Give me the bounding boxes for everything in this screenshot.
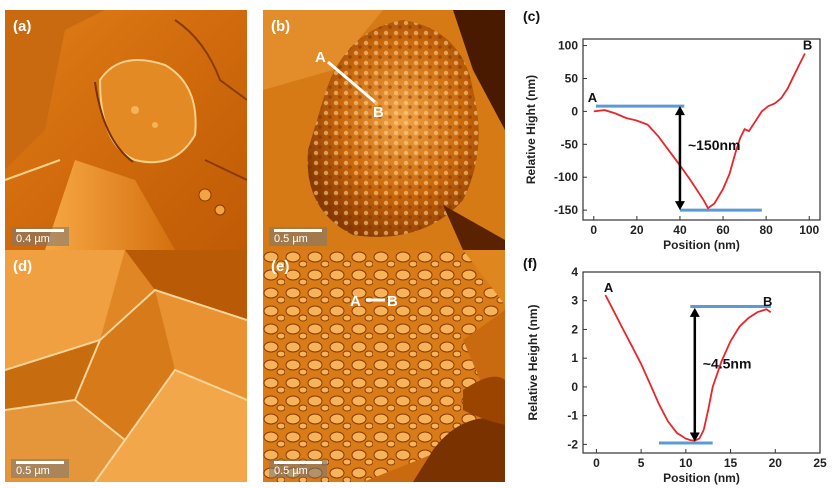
y-tick-label: 100 <box>558 39 578 53</box>
x-tick-label: 20 <box>630 223 644 237</box>
afm-image-a-texture <box>5 10 247 250</box>
y-tick-label: 0 <box>571 104 578 118</box>
chart-c-svg: (c) 0 20 40 60 80 100 100 50 0 -50 -100 -150 Position… <box>523 8 821 252</box>
y-tick-label: -150 <box>554 203 578 217</box>
y-tick-label: -2 <box>567 437 578 451</box>
y-tick-label: 4 <box>571 265 578 279</box>
chart-c: (c) 0 20 40 60 80 100 100 50 0 -50 -100 -150 Position… <box>515 5 835 252</box>
x-tick-label: 10 <box>679 456 693 470</box>
series-line <box>593 53 806 210</box>
arrow-head-bottom <box>689 432 700 442</box>
afm-image-b-texture: A B <box>263 10 505 250</box>
point-b-label: B <box>387 293 398 310</box>
point-b-label: B <box>373 104 384 121</box>
scale-bar-d: 0.5 µm <box>11 459 69 478</box>
y-axis-label: Relative Hight (nm) <box>524 75 538 184</box>
scale-bar-a: 0.4 µm <box>11 227 69 246</box>
scale-bar-b: 0.5 µm <box>269 227 327 246</box>
point-label: B <box>763 294 772 309</box>
panel-label-a: (a) <box>13 18 32 35</box>
y-axis-label: Relative Height (nm) <box>526 304 540 420</box>
chart-f: (f) 0 5 10 15 20 25 4 3 2 1 0 -1 -2 Position (nm) Relat… <box>515 252 835 488</box>
x-tick-label: 25 <box>813 456 827 470</box>
afm-image-a: (a) 0.4 µm <box>5 10 247 250</box>
scale-bar-b-text: 0.5 µm <box>274 233 308 245</box>
scale-bar-e-text: 0.5 µm <box>274 465 308 477</box>
scale-bar-line <box>274 461 322 464</box>
y-tick-label: -1 <box>567 409 578 423</box>
y-tick-label: 3 <box>571 294 578 308</box>
scale-bar-line <box>16 461 64 464</box>
y-tick-label: -100 <box>554 170 578 184</box>
afm-image-b: A B (b) 0.5 µm <box>263 10 505 250</box>
arrow-head-top <box>689 307 700 317</box>
panel-label: (c) <box>523 8 540 24</box>
y-tick-label: 2 <box>571 322 578 336</box>
y-tick-label: 1 <box>571 351 578 365</box>
panel-label-b: (b) <box>271 18 291 35</box>
point-label: A <box>588 90 598 105</box>
y-tick-label: -50 <box>561 137 579 151</box>
x-tick-label: 40 <box>673 223 687 237</box>
scale-bar-line <box>16 229 64 232</box>
point-label: A <box>604 280 614 295</box>
height-annotation: ~150nm <box>688 137 741 153</box>
afm-image-e-texture: A B <box>263 250 505 482</box>
point-label: B <box>803 38 812 53</box>
x-tick-label: 15 <box>724 456 738 470</box>
arrow-head-bottom <box>674 201 685 211</box>
afm-image-e: A B (e) 0.5 µm <box>263 250 505 482</box>
scale-bar-e: 0.5 µm <box>269 459 327 478</box>
afm-image-d: (d) 0.5 µm <box>5 250 247 482</box>
panel-label-d: (d) <box>13 258 33 275</box>
y-tick-label: 0 <box>571 380 578 394</box>
scale-bar-line <box>274 229 322 232</box>
plot-frame <box>582 38 821 221</box>
y-tick-label: 50 <box>565 71 579 85</box>
scale-bar-d-text: 0.5 µm <box>16 465 50 477</box>
x-tick-label: 20 <box>769 456 783 470</box>
x-axis-label: Position (nm) <box>663 238 740 252</box>
x-tick-label: 0 <box>593 456 600 470</box>
plot-frame <box>582 271 821 454</box>
x-tick-label: 100 <box>799 223 819 237</box>
afm-image-d-texture <box>5 250 247 482</box>
arrow-head-top <box>674 106 685 116</box>
point-a-label: A <box>350 293 361 310</box>
panel-label: (f) <box>523 255 537 271</box>
height-annotation: ~4.5nm <box>703 356 752 372</box>
line-profile-ab <box>327 60 376 104</box>
x-axis-label: Position (nm) <box>663 471 740 485</box>
x-tick-label: 80 <box>759 223 773 237</box>
scale-bar-a-text: 0.4 µm <box>16 233 50 245</box>
x-tick-label: 0 <box>590 223 597 237</box>
panel-label-e: (e) <box>271 258 290 275</box>
x-tick-label: 5 <box>638 456 645 470</box>
x-tick-label: 60 <box>716 223 730 237</box>
point-a-label: A <box>315 49 326 66</box>
